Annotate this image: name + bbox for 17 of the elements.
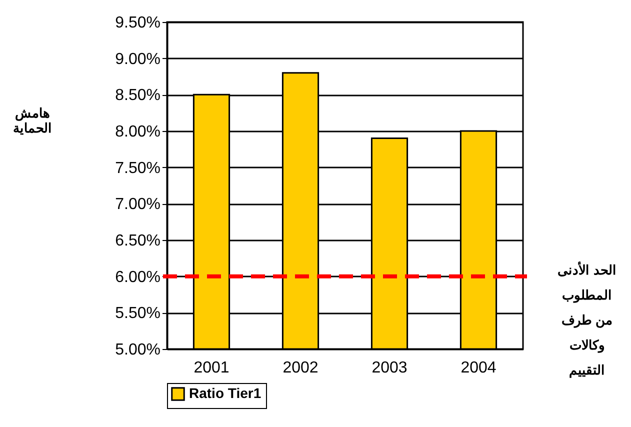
ref-line-label: الحد الأدنى المطلوب من طرف وكالات التقييم	[558, 261, 616, 378]
y-tick-label: 9.00%	[115, 50, 160, 68]
x-tick-label: 2004	[460, 360, 496, 376]
y-tick-label: 5.50%	[115, 305, 160, 322]
y-tick-label: 7.50%	[115, 160, 160, 177]
y-tick-label: 7.00%	[115, 196, 160, 214]
x-tick-label: 2002	[282, 360, 318, 376]
y-tick-label: 8.50%	[115, 87, 160, 104]
y-tick-label: 6.50%	[115, 232, 160, 250]
x-tick-label: 2003	[372, 360, 408, 376]
y-axis-title: هامش الحماية	[13, 106, 52, 136]
x-tick-label: 2001	[194, 360, 230, 376]
y-tick-label: 8.00%	[115, 124, 160, 140]
legend-label: Ratio Tier1	[189, 385, 262, 401]
y-tick-label: 5.00%	[115, 342, 160, 358]
y-tick-label: 9.50%	[115, 14, 160, 32]
y-tick-label: 6.00%	[115, 268, 160, 286]
